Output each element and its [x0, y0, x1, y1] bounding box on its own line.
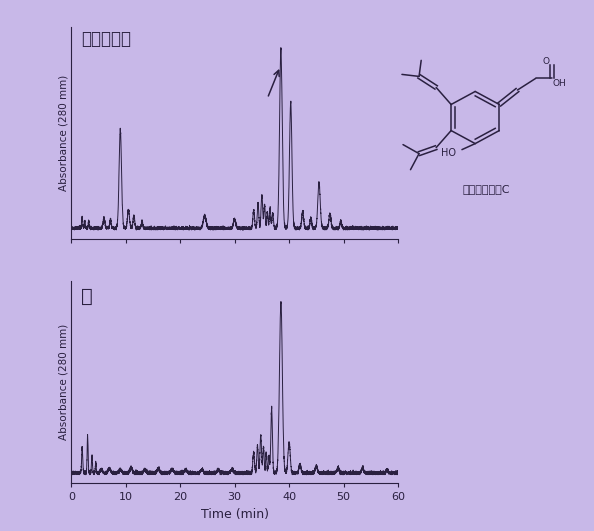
Text: HO: HO — [441, 148, 456, 158]
Text: アルテピリンC: アルテピリンC — [462, 184, 510, 194]
Y-axis label: Absorbance (280 mm): Absorbance (280 mm) — [58, 75, 68, 191]
Text: O: O — [543, 57, 550, 66]
Text: プロポリス: プロポリス — [81, 30, 131, 48]
Text: 糞: 糞 — [81, 287, 93, 306]
Text: OH: OH — [553, 80, 567, 89]
Y-axis label: Absorbance (280 mm): Absorbance (280 mm) — [58, 324, 68, 440]
X-axis label: Time (min): Time (min) — [201, 508, 268, 521]
